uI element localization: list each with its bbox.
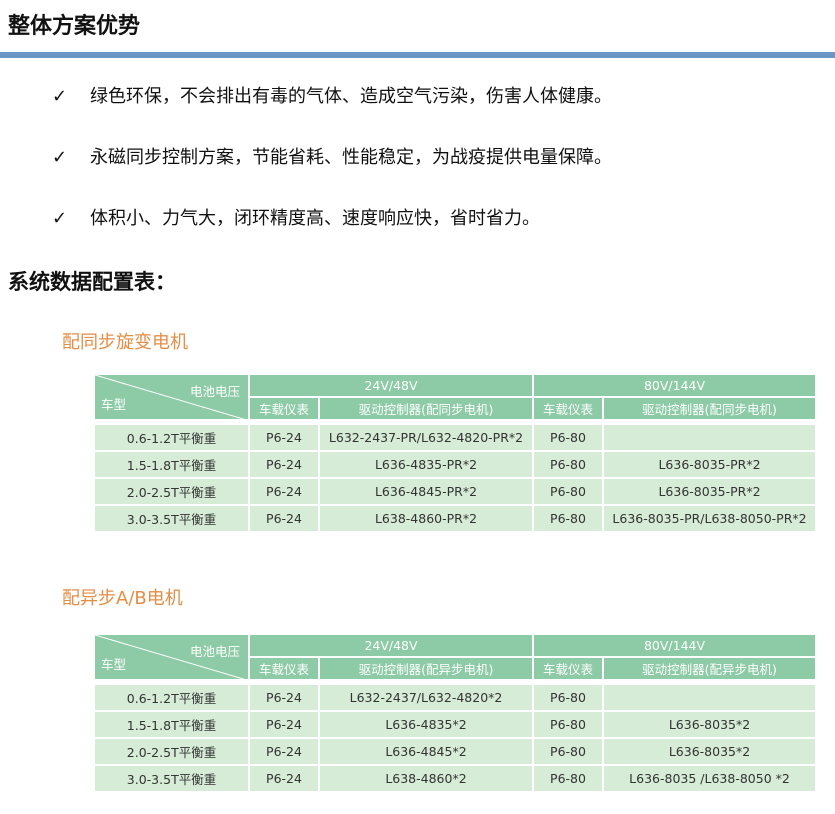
column-header: 车载仪表: [532, 656, 604, 681]
table-cell: P6-80: [532, 764, 604, 793]
table-cell: 0.6-1.2T平衡重: [93, 683, 250, 712]
config-table: 电池电压 车型 24V/48V 80V/144V 车载仪表 驱动控制器(配同步电机) 车载仪…: [93, 373, 818, 533]
table-cell: L636-8035*2: [601, 737, 818, 766]
table-row: 1.5-1.8T平衡重 P6-24 L636-4835*2 P6-80 L636-803…: [93, 710, 818, 739]
corner-header: 电池电压车型: [93, 373, 250, 421]
column-header: 车载仪表: [248, 656, 320, 681]
table-title: 配同步旋变电机: [62, 332, 188, 353]
table-cell: L636-8035-PR*2: [601, 477, 818, 506]
table-row: 3.0-3.5T平衡重 P6-24 L638-4860*2 P6-80 L636-803…: [93, 764, 818, 793]
table-cell: P6-24: [248, 477, 320, 506]
corner-top-label: 电池电压: [189, 384, 240, 399]
table-row: 0.6-1.2T平衡重 P6-24 L632-2437-PR/L632-4820-P…: [93, 423, 818, 452]
table-cell: L636-4845-PR*2: [318, 477, 534, 506]
table-row: 2.0-2.5T平衡重 P6-24 L636-4845*2 P6-80 L636-803…: [93, 737, 818, 766]
column-header: 驱动控制器(配同步电机): [601, 396, 818, 421]
table-row: 0.6-1.2T平衡重 P6-24 L632-2437/L632-4820*2 P6-…: [93, 683, 818, 712]
corner-header: 电池电压车型: [93, 633, 250, 681]
table-cell: P6-24: [248, 423, 320, 452]
table-cell: 1.5-1.8T平衡重: [93, 710, 250, 739]
table-cell: P6-24: [248, 710, 320, 739]
table-cell: L636-8035 /L638-8050 *2: [601, 764, 818, 793]
bullet-item: ✓ 体积小、力气大，闭环精度高、速度响应快，省时省力。: [52, 204, 540, 230]
bullet-text: 绿色环保，不会排出有毒的气体、造成空气污染，伤害人体健康。: [90, 86, 612, 107]
check-icon: ✓: [52, 147, 68, 168]
table-title: 配异步A/B电机: [62, 588, 183, 609]
table-cell: P6-80: [532, 683, 604, 712]
column-header: 驱动控制器(配同步电机): [318, 396, 534, 421]
page-heading: 整体方案优势: [8, 14, 141, 39]
table-cell: L638-4860-PR*2: [318, 504, 534, 533]
table-cell: L636-8035-PR/L638-8050-PR*2: [601, 504, 818, 533]
group-header: 24V/48V: [248, 373, 534, 398]
table-cell: 2.0-2.5T平衡重: [93, 477, 250, 506]
bullet-text: 永磁同步控制方案，节能省耗、性能稳定，为战疫提供电量保障。: [90, 147, 612, 168]
bullet-text: 体积小、力气大，闭环精度高、速度响应快，省时省力。: [90, 208, 540, 229]
table-cell: P6-24: [248, 737, 320, 766]
column-header: 车载仪表: [248, 396, 320, 421]
table-cell: 3.0-3.5T平衡重: [93, 764, 250, 793]
group-header: 80V/144V: [531, 373, 818, 398]
table-cell: L636-4835-PR*2: [318, 450, 534, 479]
table-cell: P6-24: [248, 504, 320, 533]
table-cell: P6-80: [532, 504, 604, 533]
config-table: 电池电压 车型 24V/48V 80V/144V 车载仪表 驱动控制器(配异步电机) 车载仪…: [93, 633, 818, 793]
table-cell: [601, 683, 818, 712]
diagonal-line: [96, 636, 242, 678]
table-cell: P6-24: [248, 764, 320, 793]
column-header: 驱动控制器(配异步电机): [318, 656, 534, 681]
table-row: 3.0-3.5T平衡重 P6-24 L638-4860-PR*2 P6-80 L636-…: [93, 504, 818, 533]
table-cell: P6-80: [532, 423, 604, 452]
group-header: 80V/144V: [531, 633, 818, 658]
table-row: 1.5-1.8T平衡重 P6-24 L636-4835-PR*2 P6-80 L636-…: [93, 450, 818, 479]
divider-line: [0, 52, 835, 58]
table-cell: 3.0-3.5T平衡重: [93, 504, 250, 533]
table-cell: L636-8035-PR*2: [601, 450, 818, 479]
table-cell: L636-8035*2: [601, 710, 818, 739]
corner-bottom-label: 车型: [101, 657, 127, 672]
table-cell: P6-24: [248, 450, 320, 479]
table-cell: P6-80: [532, 450, 604, 479]
table-cell: L636-4835*2: [318, 710, 534, 739]
bullet-item: ✓ 绿色环保，不会排出有毒的气体、造成空气污染，伤害人体健康。: [52, 82, 612, 108]
column-header: 驱动控制器(配异步电机): [601, 656, 818, 681]
check-icon: ✓: [52, 208, 68, 229]
table-cell: L632-2437-PR/L632-4820-PR*2: [318, 423, 534, 452]
table-cell: L636-4845*2: [318, 737, 534, 766]
corner-bottom-label: 车型: [101, 397, 127, 412]
table-cell: 0.6-1.2T平衡重: [93, 423, 250, 452]
table-row: 2.0-2.5T平衡重 P6-24 L636-4845-PR*2 P6-80 L636-…: [93, 477, 818, 506]
table-cell: P6-80: [532, 710, 604, 739]
diagonal-line: [96, 376, 242, 418]
column-header: 车载仪表: [532, 396, 604, 421]
table-cell: L632-2437/L632-4820*2: [318, 683, 534, 712]
table-cell: P6-24: [248, 683, 320, 712]
table-cell: L638-4860*2: [318, 764, 534, 793]
table-cell: [601, 423, 818, 452]
check-icon: ✓: [52, 86, 68, 107]
section-title: 系统数据配置表：: [8, 270, 176, 294]
corner-top-label: 电池电压: [189, 644, 240, 659]
group-header: 24V/48V: [248, 633, 534, 658]
table-cell: P6-80: [532, 477, 604, 506]
table-cell: 1.5-1.8T平衡重: [93, 450, 250, 479]
table-cell: 2.0-2.5T平衡重: [93, 737, 250, 766]
table-cell: P6-80: [532, 737, 604, 766]
bullet-item: ✓ 永磁同步控制方案，节能省耗、性能稳定，为战疫提供电量保障。: [52, 143, 612, 169]
